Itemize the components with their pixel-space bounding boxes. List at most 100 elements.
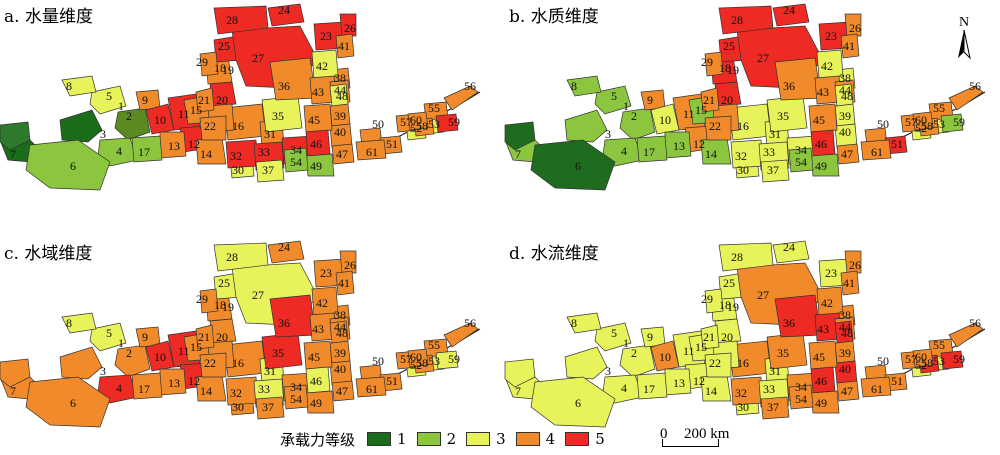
region-label-22: 22	[709, 356, 721, 370]
region-36	[774, 294, 822, 338]
region-label-46: 46	[310, 137, 322, 151]
region-label-52: 52	[915, 358, 927, 372]
region-label-19: 19	[727, 63, 739, 77]
legend-label-3: 3	[496, 430, 506, 448]
region-60	[407, 111, 429, 131]
region-label-49: 49	[815, 396, 827, 410]
panel-label-b: b. 水质维度	[509, 7, 599, 27]
legend-swatch-5	[565, 432, 590, 446]
north-arrow-icon: N	[950, 14, 978, 64]
region-21	[700, 324, 720, 350]
region-4	[97, 374, 139, 404]
region-label-4: 4	[621, 144, 627, 158]
region-45	[808, 103, 838, 133]
region-56	[948, 322, 984, 348]
region-6	[25, 376, 111, 428]
region-label-53: 53	[933, 117, 945, 131]
panel-b: 1 2 3 4 5 6 7 8 9 10 11 12 13 14 15 16 17 18 19 20 21 22 23 24 2…	[504, 0, 1000, 215]
region-60	[407, 348, 429, 368]
region-label-2: 2	[631, 109, 637, 123]
region-label-61: 61	[366, 145, 378, 159]
region-24	[267, 240, 305, 264]
region-label-57: 57	[905, 352, 917, 366]
panel-label-a: a. 水量维度	[4, 7, 93, 27]
region-label-14: 14	[200, 147, 212, 161]
region-label-22: 22	[204, 356, 216, 370]
region-21	[195, 87, 215, 113]
region-label-22: 22	[709, 119, 721, 133]
region-label-33: 33	[258, 382, 270, 396]
region-22	[199, 115, 227, 141]
region-17	[636, 372, 668, 400]
region-label-4: 4	[621, 381, 627, 395]
region-4	[602, 374, 644, 404]
region-label-50: 50	[372, 117, 384, 131]
region-label-42: 42	[316, 296, 328, 310]
region-label-60: 60	[410, 350, 422, 364]
region-label-42: 42	[821, 296, 833, 310]
region-42	[311, 49, 339, 79]
region-26	[339, 250, 357, 274]
region-label-3: 3	[100, 127, 106, 141]
region-5	[594, 85, 632, 115]
region-28	[213, 5, 269, 35]
region-label-34: 34	[795, 380, 807, 394]
region-28	[213, 242, 269, 272]
legend-item-4: 4	[515, 430, 555, 448]
region-label-35: 35	[777, 109, 789, 123]
region-label-45: 45	[308, 113, 320, 127]
region-45	[303, 340, 333, 370]
region-label-37: 37	[767, 163, 779, 177]
region-26	[339, 13, 357, 37]
region-48	[834, 83, 854, 107]
region-label-25: 25	[723, 39, 735, 53]
region-label-59: 59	[448, 352, 460, 366]
region-label-12: 12	[188, 374, 200, 388]
region-56	[948, 85, 984, 111]
region-label-24: 24	[783, 240, 795, 254]
region-label-30: 30	[232, 400, 244, 414]
region-label-14: 14	[200, 384, 212, 398]
region-41	[335, 33, 355, 59]
region-label-20: 20	[721, 330, 733, 344]
region-label-58: 58	[921, 119, 933, 133]
region-5	[89, 85, 127, 115]
region-label-32: 32	[735, 149, 747, 163]
region-label-14: 14	[705, 384, 717, 398]
region-label-23: 23	[320, 266, 332, 280]
region-label-51: 51	[386, 137, 398, 151]
region-5	[89, 322, 127, 352]
region-label-44: 44	[334, 83, 346, 97]
region-label-3: 3	[605, 127, 611, 141]
region-label-39: 39	[839, 109, 851, 123]
region-label-39: 39	[839, 346, 851, 360]
region-label-56: 56	[464, 79, 476, 93]
legend-item-1: 1	[367, 430, 407, 448]
region-label-12: 12	[188, 137, 200, 151]
region-label-17: 17	[138, 382, 150, 396]
region-label-4: 4	[116, 144, 122, 158]
region-label-49: 49	[815, 159, 827, 173]
region-label-41: 41	[338, 39, 350, 53]
region-48	[834, 320, 854, 344]
region-label-16: 16	[232, 119, 244, 133]
north-label: N	[959, 15, 969, 30]
region-label-23: 23	[825, 29, 837, 43]
region-label-38: 38	[334, 308, 346, 322]
region-45	[808, 340, 838, 370]
region-59	[940, 350, 964, 370]
region-label-3: 3	[100, 364, 106, 378]
region-label-33: 33	[763, 382, 775, 396]
region-36	[269, 57, 317, 101]
region-label-5: 5	[611, 89, 617, 103]
region-24	[267, 3, 305, 27]
region-47	[331, 143, 355, 165]
region-4	[602, 137, 644, 167]
region-21	[700, 87, 720, 113]
region-label-36: 36	[783, 79, 795, 93]
region-label-33: 33	[763, 145, 775, 159]
region-label-10: 10	[154, 350, 166, 364]
legend-item-2: 2	[416, 430, 456, 448]
region-label-18: 18	[214, 298, 226, 312]
